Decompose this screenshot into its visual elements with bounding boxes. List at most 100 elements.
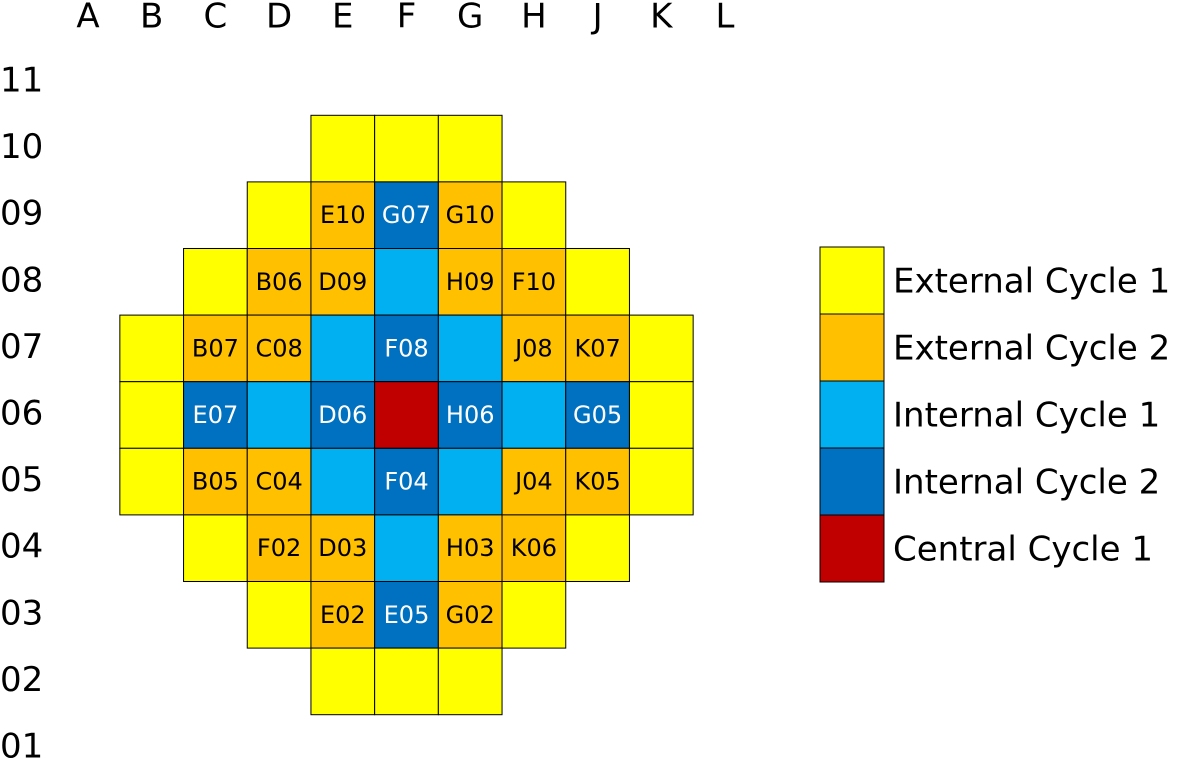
core-cell [437,114,503,183]
row-label: 01 [0,727,43,767]
row-label: 03 [0,593,43,633]
row-label: 02 [0,660,43,700]
core-cell [310,514,376,583]
core-cell [437,248,503,316]
core-cell [565,514,630,583]
column-label: K [650,0,674,37]
legend-swatch [819,514,885,583]
cell-label: K07 [574,334,620,362]
core-cell [374,314,439,383]
column-label: F [397,0,417,37]
cell-label: F08 [384,334,428,362]
legend-swatch [819,380,885,449]
core-cell [565,314,630,383]
core-cell [565,447,630,516]
core-cell [374,248,439,316]
core-cell [374,381,439,449]
column-label: C [204,0,228,37]
core-cell [374,581,439,649]
column-label: J [591,0,603,37]
column-label: A [76,0,99,37]
cell-label: B05 [192,468,239,496]
cell-label: H09 [446,268,495,296]
core-cell [310,447,376,516]
cell-label: K06 [511,534,557,562]
cell-label: G02 [446,601,495,629]
core-cell [628,314,694,383]
core-cell [437,647,503,716]
core-cell [119,381,185,449]
column-label: G [457,0,483,37]
core-cell [246,181,312,249]
core-cell [501,514,567,583]
core-cell [310,181,376,249]
core-cell [501,581,567,649]
core-cell [183,248,248,316]
core-cell [183,514,248,583]
core-cell [310,647,376,716]
legend-label: Internal Cycle 1 [893,396,1160,436]
core-cell [374,181,439,249]
core-cell [374,647,439,716]
row-label: 05 [0,460,43,500]
core-cell [119,314,185,383]
core-cell [246,514,312,583]
cell-label: E07 [193,401,239,429]
cell-label: C04 [255,468,302,496]
cell-label: K05 [574,468,620,496]
row-label: 11 [0,61,43,101]
cell-label: F04 [384,468,428,496]
core-cell [501,447,567,516]
cell-label: F10 [512,268,556,296]
core-cell [501,381,567,449]
cell-label: E05 [384,601,430,629]
column-label: H [521,0,547,37]
cell-label: G05 [573,401,622,429]
legend-label: Internal Cycle 2 [893,463,1160,503]
column-label: B [140,0,163,37]
core-cell [246,447,312,516]
cell-label: D09 [318,268,367,296]
cell-label: E10 [320,201,366,229]
legend-label: External Cycle 1 [893,262,1170,302]
cell-label: B07 [192,334,239,362]
core-cell [437,581,503,649]
legend-swatch [819,246,885,315]
row-label: 08 [0,260,43,300]
core-cell [374,447,439,516]
cell-label: D06 [318,401,367,429]
row-label: 10 [0,127,43,167]
core-cell [565,248,630,316]
core-cell [183,314,248,383]
core-cell [246,248,312,316]
cell-label: H03 [446,534,495,562]
column-label: D [266,0,292,37]
cell-label: C08 [255,334,302,362]
row-label: 06 [0,394,43,434]
core-cell [310,381,376,449]
core-cell [565,381,630,449]
column-label: L [716,0,735,37]
core-cell [374,514,439,583]
row-label: 04 [0,527,43,567]
row-label: 07 [0,327,43,367]
core-cell [246,381,312,449]
cell-label: H06 [446,401,495,429]
core-cell [437,181,503,249]
core-cell [246,581,312,649]
legend-swatch [819,313,885,382]
core-cell [501,181,567,249]
core-cell [628,447,694,516]
cell-label: F02 [257,534,301,562]
column-label: E [332,0,353,37]
cell-label: G07 [382,201,431,229]
core-cell [310,314,376,383]
legend-label: Central Cycle 1 [893,530,1153,570]
cell-label: J08 [513,334,553,362]
cell-label: G10 [446,201,495,229]
core-cell [374,114,439,183]
cell-label: B06 [256,268,303,296]
cell-label: D03 [318,534,367,562]
legend-label: External Cycle 2 [893,329,1170,369]
